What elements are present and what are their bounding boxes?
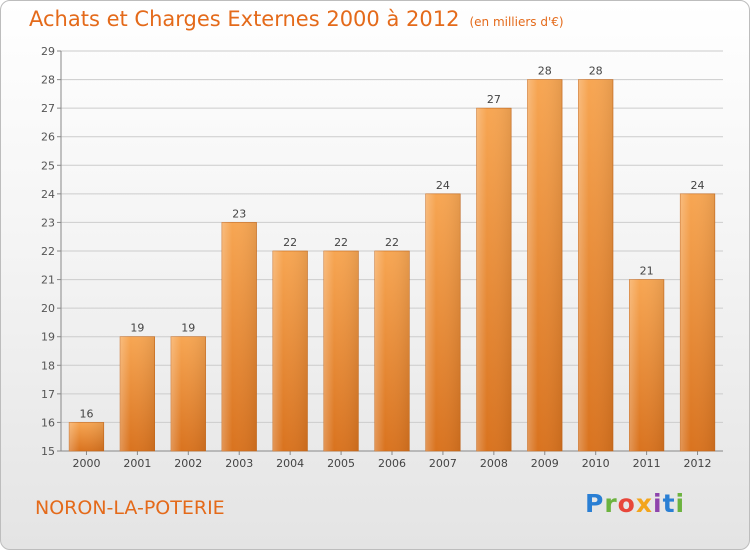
x-tick-label: 2006 [378,457,406,470]
logo-letter: r [604,489,618,518]
proxiti-logo: Proxiti [585,489,685,518]
bar-shade [120,336,155,451]
bar-shade [374,251,410,451]
x-tick-label: 2010 [582,457,610,470]
bar-shade [323,251,359,451]
chart-title-text: Achats et Charges Externes 2000 à 2012 [29,7,460,31]
bar-value-label: 24 [436,179,450,192]
x-tick-label: 2000 [72,457,100,470]
x-tick-label: 2008 [480,457,508,470]
y-tick-label: 26 [41,131,55,144]
chart-title: Achats et Charges Externes 2000 à 2012 (e… [29,7,564,31]
bar-shade [425,193,461,451]
y-tick-label: 23 [41,216,55,229]
y-tick-label: 16 [41,416,55,429]
y-tick-label: 28 [41,74,55,87]
bar-value-label: 28 [589,65,603,78]
bar-value-label: 19 [181,322,195,335]
bar-value-label: 24 [691,179,705,192]
bar-value-label: 22 [385,236,399,249]
bar-shade [272,251,308,451]
logo-letter: o [617,489,636,518]
y-tick-label: 19 [41,331,55,344]
bar-value-label: 27 [487,93,501,106]
x-tick-label: 2009 [531,457,559,470]
commune-name: NORON-LA-POTERIE [35,497,225,519]
bar-shade [629,279,664,451]
bar-shade [221,222,257,451]
y-tick-label: 21 [41,274,55,287]
logo-letter: t [662,489,676,518]
bar-value-label: 22 [283,236,297,249]
bar-value-label: 22 [334,236,348,249]
bar-shade [578,79,614,452]
x-tick-label: 2007 [429,457,457,470]
bar-shade [170,336,206,451]
x-tick-label: 2011 [633,457,661,470]
bar-shade [69,422,104,451]
bar-value-label: 23 [232,207,246,220]
x-tick-label: 2005 [327,457,355,470]
x-tick-label: 2004 [276,457,304,470]
bar-value-label: 19 [130,322,144,335]
y-tick-label: 15 [41,445,55,458]
bar-value-label: 21 [640,265,654,278]
x-tick-label: 2003 [225,457,253,470]
y-tick-label: 18 [41,359,55,372]
y-tick-label: 25 [41,159,55,172]
y-tick-label: 27 [41,102,55,115]
y-tick-label: 24 [41,188,55,201]
x-tick-label: 2012 [684,457,712,470]
bar-value-label: 28 [538,65,552,78]
logo-letter: x [635,489,653,518]
y-tick-label: 22 [41,245,55,258]
y-tick-label: 29 [41,45,55,58]
logo-letter: i [675,489,686,518]
chart-unit: (en milliers d'€) [469,15,564,29]
x-tick-label: 2002 [174,457,202,470]
logo-letter: P [585,489,605,518]
x-tick-label: 2001 [123,457,151,470]
y-tick-label: 20 [41,302,55,315]
bar-shade [680,193,715,451]
bar-value-label: 16 [79,407,93,420]
bar-shade [527,79,563,452]
y-tick-label: 17 [41,388,55,401]
bar-shade [476,108,512,452]
logo-letter: i [653,489,663,518]
